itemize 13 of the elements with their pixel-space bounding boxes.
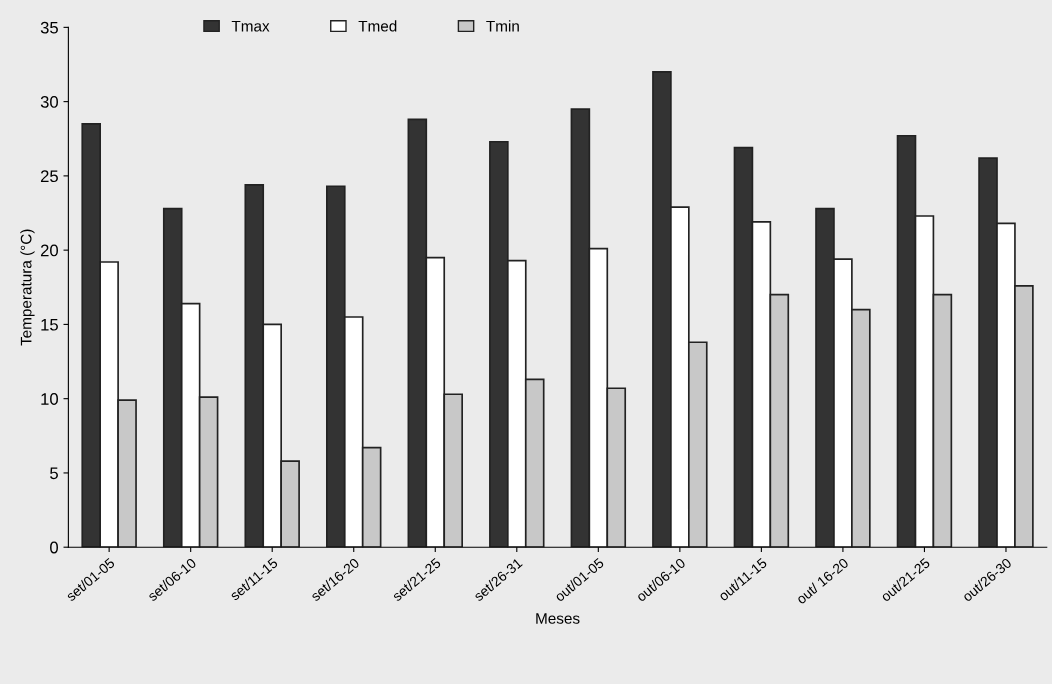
y-tick-label: 20 — [40, 244, 59, 257]
y-tick-label: 10 — [41, 393, 59, 405]
y-tick-label: 5 — [50, 467, 58, 480]
y-tick-label: 30 — [40, 96, 59, 108]
y-axis-title: Temperatura (°C) — [20, 229, 35, 346]
legend-label: Tmed — [358, 20, 397, 32]
y-tick-label: 25 — [40, 170, 58, 183]
y-tick-label: 15 — [41, 318, 58, 331]
x-axis-title: Meses — [536, 613, 580, 624]
legend-label: Tmax — [231, 20, 270, 32]
legend-label: Tmin — [486, 20, 519, 32]
y-tick-label: 35 — [40, 21, 58, 34]
y-tick-label: 0 — [50, 541, 59, 554]
